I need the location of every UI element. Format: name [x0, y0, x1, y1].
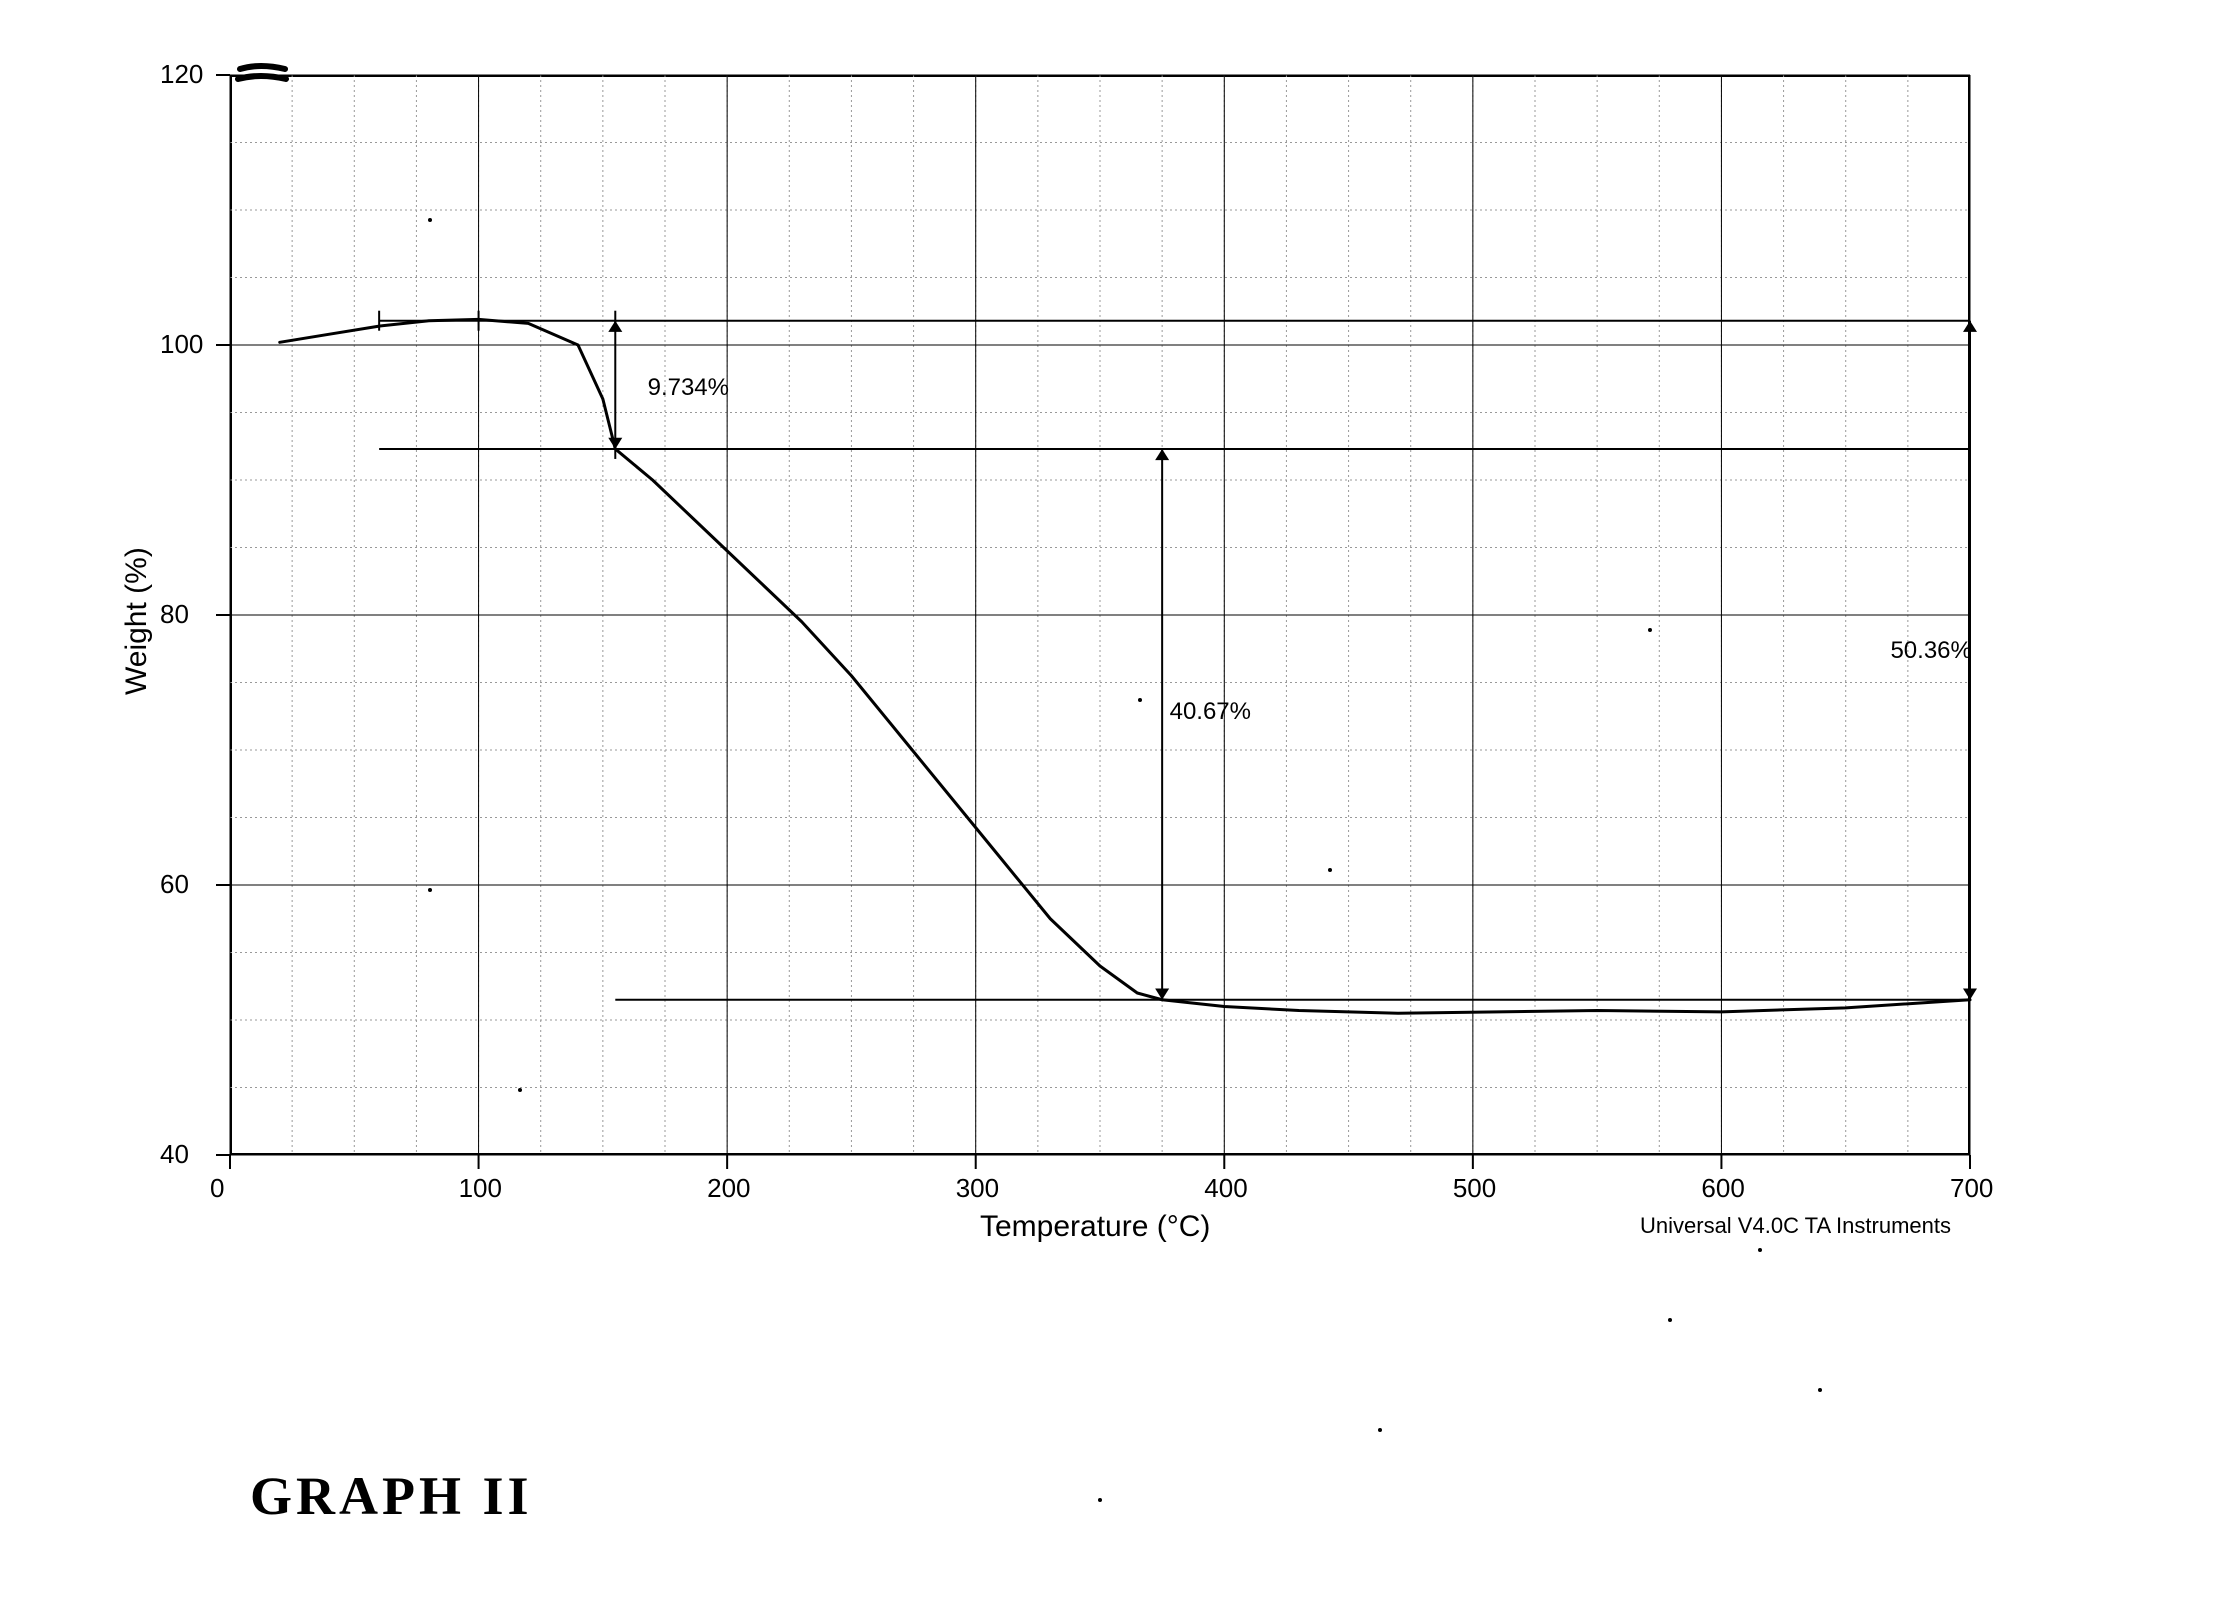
y-axis-label: Weight (%) [120, 547, 154, 695]
x-tick-label: 700 [1950, 1173, 1993, 1204]
x-tick-label: 600 [1701, 1173, 1744, 1204]
weight-loss-annotation: 50.36% [1890, 637, 1971, 665]
y-tick-label: 100 [160, 329, 203, 360]
x-tick-label: 500 [1453, 1173, 1496, 1204]
software-footer: Universal V4.0C TA Instruments [1640, 1213, 1970, 1239]
handwritten-caption: GRAPH II [250, 1465, 533, 1527]
y-tick-label: 120 [160, 59, 203, 90]
x-tick-label: 400 [1204, 1173, 1247, 1204]
weight-loss-annotation: 40.67% [1170, 698, 1251, 726]
chart-canvas: Temperature (°C) Weight (%) Universal V4… [0, 0, 2214, 1621]
x-tick-label: 200 [707, 1173, 750, 1204]
x-tick-label: 100 [459, 1173, 502, 1204]
y-tick-label: 80 [160, 599, 189, 630]
y-tick-label: 60 [160, 869, 189, 900]
x-tick-label: 0 [210, 1173, 224, 1204]
x-tick-label: 300 [956, 1173, 999, 1204]
x-axis-label: Temperature (°C) [980, 1210, 1210, 1244]
y-tick-label: 40 [160, 1139, 189, 1170]
data-svg [0, 0, 2214, 1621]
weight-loss-annotation: 9.734% [648, 374, 729, 402]
